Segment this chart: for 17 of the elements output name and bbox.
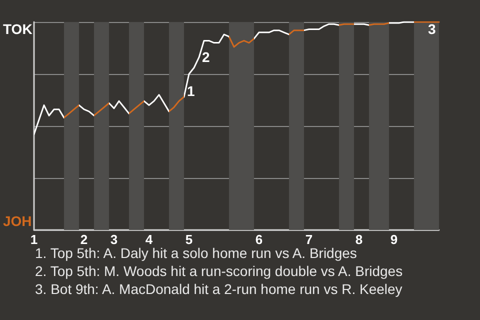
- x-tick-label: 5: [185, 232, 193, 247]
- x-tick-label: 3: [110, 232, 118, 247]
- text: 1. Top 5th: A. Daly hit a solo home run vs A. Bridges: [35, 245, 357, 261]
- text: JOH: [3, 213, 32, 229]
- x-tick-label: 6: [255, 232, 263, 247]
- x-tick-label: 2: [80, 232, 88, 247]
- x-tick-label: 1: [30, 232, 38, 247]
- text: 2. Top 5th: M. Woods hit a run-scoring double vs A. Bridges: [35, 263, 403, 279]
- text: TOK: [3, 21, 32, 37]
- annotation: 2: [202, 49, 210, 65]
- annotation: 1: [187, 83, 195, 99]
- annotation: 3: [428, 21, 436, 37]
- x-tick-label: 9: [390, 232, 398, 247]
- text: 3. Bot 9th: A. MacDonald hit a 2-run home run vs R. Keeley: [35, 281, 402, 297]
- x-tick-label: 4: [145, 232, 154, 247]
- x-tick-label: 8: [355, 232, 363, 247]
- x-tick-label: 7: [305, 232, 313, 247]
